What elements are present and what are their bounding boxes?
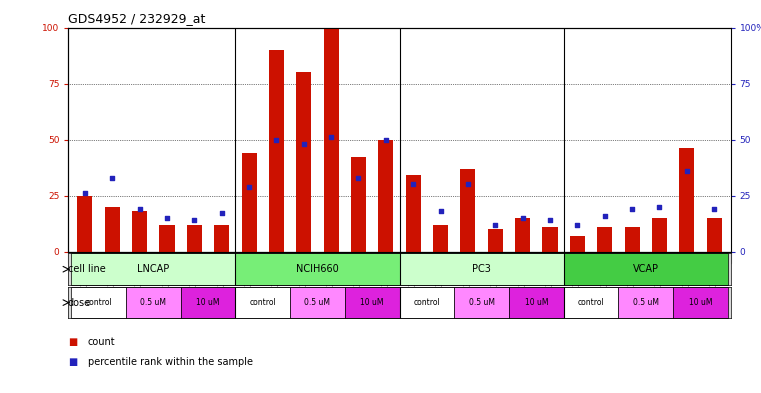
Bar — [570, 236, 585, 252]
Text: GDS4952 / 232929_at: GDS4952 / 232929_at — [68, 12, 206, 25]
Point — [462, 181, 474, 187]
Point — [352, 174, 365, 181]
Point — [243, 184, 255, 190]
Point — [599, 213, 611, 219]
Point — [517, 215, 529, 221]
Text: 0.5 uM: 0.5 uM — [469, 298, 495, 307]
Bar — [652, 218, 667, 252]
Bar — [351, 158, 366, 252]
Text: 0.5 uM: 0.5 uM — [140, 298, 167, 307]
Bar — [78, 195, 92, 252]
Bar — [68, 252, 731, 263]
Text: dose: dose — [68, 298, 91, 308]
Point — [270, 136, 282, 143]
Text: control: control — [85, 298, 112, 307]
Bar — [509, 287, 564, 318]
Bar — [235, 287, 290, 318]
Text: cell line: cell line — [68, 264, 106, 274]
Text: 0.5 uM: 0.5 uM — [304, 298, 330, 307]
Text: control: control — [250, 298, 276, 307]
Bar — [707, 218, 721, 252]
Point — [435, 208, 447, 214]
Point — [298, 141, 310, 147]
Point — [161, 215, 173, 221]
Bar — [564, 253, 728, 285]
Text: 10 uM: 10 uM — [361, 298, 384, 307]
Point — [654, 204, 666, 210]
Bar — [160, 225, 174, 252]
Bar — [323, 28, 339, 252]
Bar — [269, 50, 284, 252]
Bar — [543, 227, 558, 252]
Bar — [454, 287, 509, 318]
Bar — [235, 253, 400, 285]
Point — [188, 217, 200, 223]
Bar — [400, 253, 564, 285]
Bar — [619, 287, 673, 318]
Bar — [186, 225, 202, 252]
Point — [708, 206, 720, 212]
Bar — [400, 287, 454, 318]
Bar — [296, 72, 311, 252]
Text: LNCAP: LNCAP — [137, 264, 170, 274]
Text: 10 uM: 10 uM — [689, 298, 712, 307]
Point — [680, 168, 693, 174]
Bar — [241, 153, 256, 252]
Bar — [564, 287, 619, 318]
Text: control: control — [413, 298, 441, 307]
Point — [215, 210, 228, 217]
Bar — [597, 227, 613, 252]
Text: ■: ■ — [68, 337, 78, 347]
Bar — [180, 287, 235, 318]
Bar — [290, 287, 345, 318]
Bar — [460, 169, 476, 252]
Text: 10 uM: 10 uM — [524, 298, 548, 307]
Bar — [625, 227, 639, 252]
Text: 0.5 uM: 0.5 uM — [632, 298, 659, 307]
Text: PC3: PC3 — [472, 264, 491, 274]
Point — [133, 206, 145, 212]
Bar — [673, 287, 728, 318]
Bar — [345, 287, 400, 318]
Bar — [105, 207, 119, 252]
Point — [544, 217, 556, 223]
Bar — [132, 211, 147, 252]
Point — [572, 222, 584, 228]
Bar — [126, 287, 180, 318]
Bar — [433, 225, 448, 252]
Point — [325, 134, 337, 140]
Point — [626, 206, 638, 212]
Text: ■: ■ — [68, 356, 78, 367]
Bar — [515, 218, 530, 252]
Text: percentile rank within the sample: percentile rank within the sample — [88, 356, 253, 367]
Text: NCIH660: NCIH660 — [296, 264, 339, 274]
Bar — [488, 229, 503, 252]
Text: VCAP: VCAP — [632, 264, 659, 274]
Point — [107, 174, 119, 181]
Text: 10 uM: 10 uM — [196, 298, 220, 307]
Point — [79, 190, 91, 196]
Point — [407, 181, 419, 187]
Text: control: control — [578, 298, 604, 307]
Bar — [214, 225, 229, 252]
Text: count: count — [88, 337, 115, 347]
Bar — [406, 175, 421, 252]
Bar — [72, 253, 235, 285]
Bar — [72, 287, 126, 318]
Bar — [378, 140, 393, 252]
Point — [380, 136, 392, 143]
Bar — [680, 149, 694, 252]
Point — [489, 222, 501, 228]
